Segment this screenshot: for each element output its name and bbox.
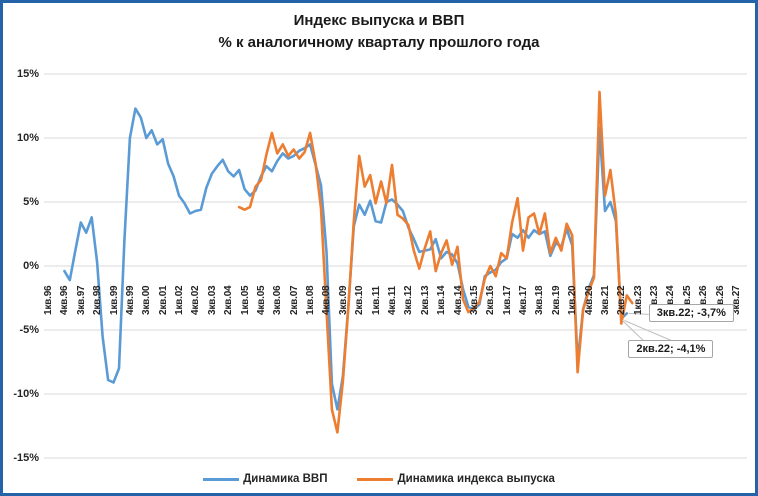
x-axis-label: 1кв.08 — [305, 285, 317, 315]
x-axis-label: 2кв.98 — [92, 285, 104, 315]
output-index-line — [237, 90, 634, 434]
legend-label-output-index: Динамика индекса выпуска — [397, 473, 555, 485]
x-axis-label: 1кв.05 — [239, 285, 251, 315]
x-axis-label: 1кв.02 — [174, 285, 186, 315]
x-axis-label: 3кв.18 — [534, 285, 546, 315]
x-axis-label: 2кв.19 — [550, 285, 562, 315]
x-axis-label: 1кв.23 — [632, 285, 644, 315]
y-axis-label: 15% — [16, 68, 39, 80]
x-axis-label: 4кв.02 — [190, 285, 202, 315]
y-axis-label: -5% — [19, 324, 39, 336]
x-axis-label: 3кв.21 — [599, 285, 611, 315]
y-axis-label: 0% — [23, 260, 39, 272]
callout-leader-line — [621, 320, 644, 341]
x-axis-label: 2кв.22 — [616, 285, 628, 315]
y-axis-label: 5% — [23, 196, 39, 208]
x-axis-label: 1кв.17 — [501, 285, 513, 315]
x-axis-label: 3кв.09 — [337, 285, 349, 315]
x-axis-label: 1кв.99 — [108, 285, 120, 315]
annotation-q3-22: 3кв.22; -3,7% — [648, 304, 734, 323]
x-axis-label: 2кв.01 — [157, 285, 169, 315]
legend-item-output-index: Динамика индекса выпуска — [357, 473, 555, 485]
y-axis-label: 10% — [16, 132, 39, 144]
x-axis-label: 4кв.17 — [518, 285, 530, 315]
gdp-line — [63, 107, 629, 411]
x-axis-label: 2кв.16 — [485, 285, 497, 315]
chart-title: Индекс выпуска и ВВП — [293, 12, 465, 29]
plot-area — [44, 73, 747, 459]
x-axis-label: 1кв.96 — [43, 285, 54, 315]
x-axis-label: 3кв.97 — [75, 285, 87, 315]
output-index-line-swatch — [357, 477, 394, 481]
x-axis-label: 1кв.11 — [370, 286, 382, 315]
x-axis-label: 4кв.08 — [321, 285, 333, 315]
x-axis-label: 4кв.05 — [255, 285, 267, 315]
x-axis-label: 3кв.12 — [403, 285, 415, 315]
x-axis-label: 4кв.14 — [452, 285, 464, 315]
x-axis-label: 1кв.20 — [567, 285, 579, 315]
y-axis-label: -15% — [13, 452, 39, 464]
legend-item-gdp: Динамика ВВП — [203, 473, 327, 485]
legend: Динамика ВВП Динамика индекса выпуска — [3, 473, 755, 485]
x-axis-label: 4кв.99 — [124, 285, 136, 315]
x-axis-label: 3кв.06 — [272, 285, 284, 315]
x-axis-label: 3кв.15 — [468, 285, 480, 315]
x-axis-label: 3кв.00 — [141, 285, 153, 315]
legend-label-gdp: Динамика ВВП — [243, 473, 328, 485]
y-axis-label: -10% — [13, 388, 39, 400]
x-axis-label: 2кв.13 — [419, 285, 431, 315]
annotation-q2-22: 2кв.22; -4,1% — [628, 340, 714, 359]
x-axis-label: 2кв.10 — [354, 285, 366, 315]
x-axis-label: 2кв.04 — [223, 285, 235, 315]
x-axis-label: 4кв.96 — [59, 285, 71, 315]
x-axis-label: 2кв.07 — [288, 285, 300, 315]
callout-leader-line — [624, 320, 672, 341]
gdp-line-swatch — [203, 477, 240, 481]
chart-subtitle: % к аналогичному кварталу прошлого года — [218, 34, 540, 51]
x-axis-label: 3кв.03 — [206, 285, 218, 315]
x-axis-label: 4кв.11 — [386, 286, 398, 315]
x-axis-label: 4кв.20 — [583, 285, 595, 315]
x-axis-label: 1кв.14 — [436, 285, 448, 315]
